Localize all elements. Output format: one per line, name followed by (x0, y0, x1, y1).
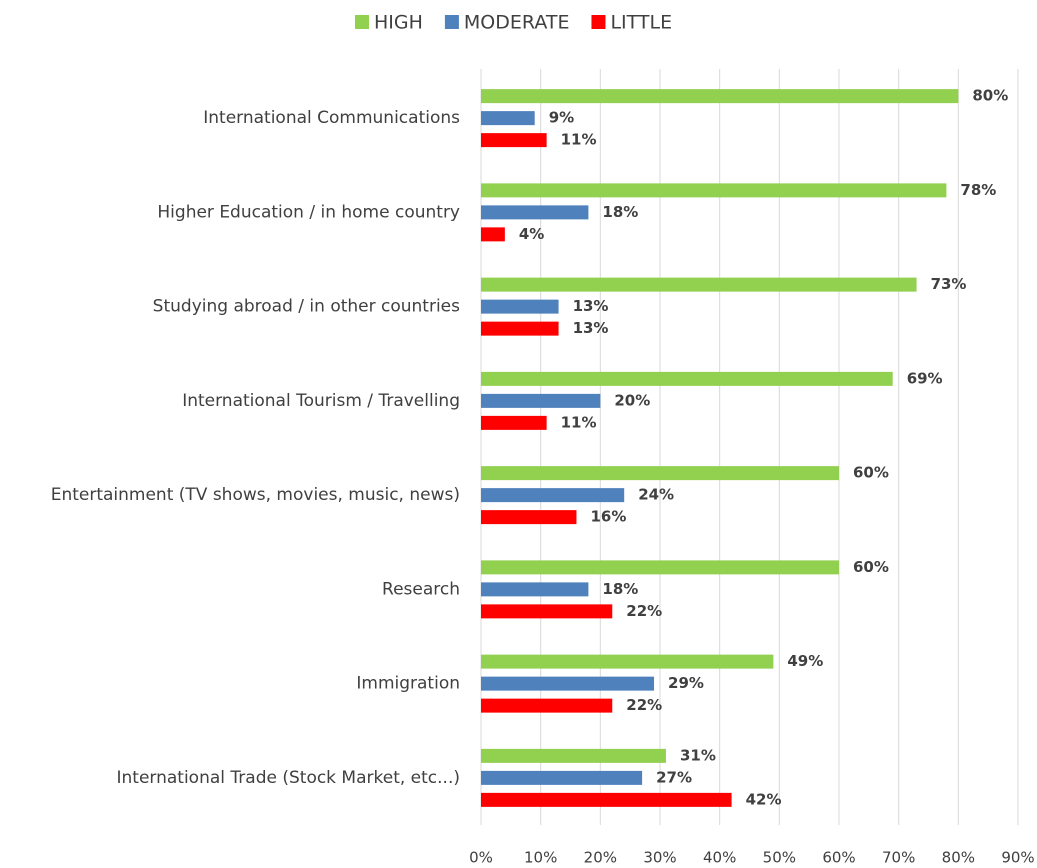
value-label: 11% (561, 413, 597, 431)
category-label: International Tourism / Travelling (182, 391, 460, 411)
value-label: 24% (638, 486, 674, 504)
value-label: 13% (573, 319, 609, 337)
legend-swatch (355, 15, 369, 29)
bar (481, 582, 589, 597)
value-label: 16% (590, 508, 626, 526)
legend-swatch (444, 15, 459, 29)
x-tick-label: 20% (584, 849, 617, 867)
category-label: Research (382, 579, 460, 599)
bar (481, 299, 559, 314)
bar (481, 415, 547, 430)
bar (481, 466, 839, 481)
bar (481, 748, 666, 763)
value-label: 13% (573, 297, 609, 315)
category-label: International Trade (Stock Market, etc..… (117, 768, 461, 788)
legend-label: HIGH (374, 12, 423, 34)
value-label: 31% (680, 746, 716, 764)
bar (481, 227, 505, 242)
legend-label: LITTLE (610, 12, 672, 34)
bar (481, 183, 947, 198)
legend-swatch (591, 15, 606, 29)
value-label: 49% (787, 652, 823, 670)
category-label: Entertainment (TV shows, movies, music, … (51, 485, 460, 505)
bar (481, 393, 601, 408)
bar (481, 676, 655, 691)
value-label: 42% (746, 790, 782, 808)
value-label: 27% (656, 768, 692, 786)
legend-label: MODERATE (464, 12, 570, 34)
bar (481, 770, 643, 785)
bar (481, 654, 774, 669)
value-label: 60% (853, 464, 889, 482)
x-tick-label: 90% (1001, 849, 1034, 867)
x-tick-label: 10% (524, 849, 557, 867)
x-tick-label: 60% (822, 849, 855, 867)
x-tick-label: 0% (469, 849, 493, 867)
bar (481, 604, 613, 619)
value-label: 4% (519, 225, 544, 243)
x-tick-label: 70% (882, 849, 915, 867)
value-label: 11% (561, 131, 597, 149)
x-tick-label: 40% (703, 849, 736, 867)
value-label: 22% (626, 602, 662, 620)
bar (481, 321, 559, 336)
value-label: 22% (626, 696, 662, 714)
bar (481, 133, 547, 148)
bar (481, 698, 613, 713)
category-label: Studying abroad / in other countries (153, 297, 460, 317)
value-label: 9% (549, 109, 574, 127)
value-label: 20% (614, 391, 650, 409)
bar (481, 111, 535, 126)
bar (481, 510, 577, 525)
x-tick-label: 50% (763, 849, 796, 867)
x-tick-label: 30% (643, 849, 676, 867)
bar (481, 205, 589, 220)
bar (481, 371, 893, 386)
bar (481, 792, 732, 807)
category-label: Immigration (356, 674, 460, 694)
value-label: 78% (960, 181, 996, 199)
value-label: 29% (668, 674, 704, 692)
bar (481, 277, 917, 292)
value-label: 18% (602, 203, 638, 221)
x-tick-label: 80% (942, 849, 975, 867)
value-label: 60% (853, 558, 889, 576)
bar (481, 89, 959, 104)
value-label: 80% (972, 87, 1008, 105)
bar (481, 560, 839, 575)
value-label: 69% (907, 369, 943, 387)
value-label: 73% (931, 275, 967, 293)
category-label: International Communications (203, 108, 460, 128)
category-label: Higher Education / in home country (157, 202, 460, 222)
bar (481, 488, 625, 503)
value-label: 18% (602, 580, 638, 598)
